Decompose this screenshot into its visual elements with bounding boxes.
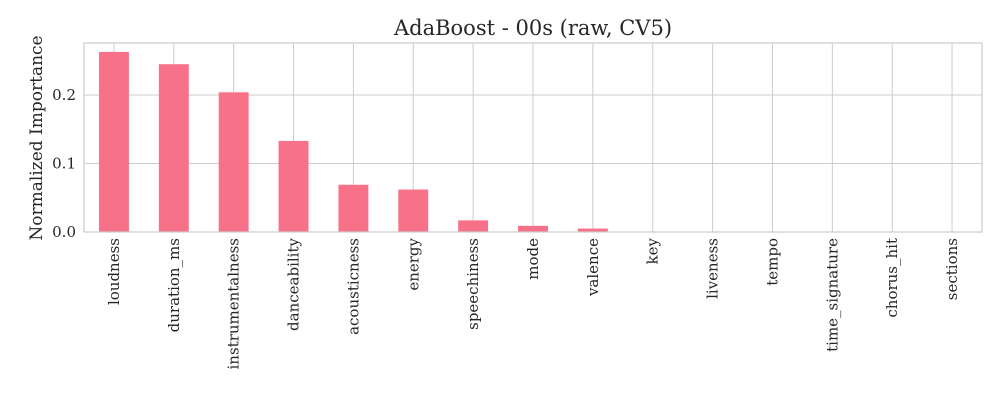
x-tick-label: mode [524, 238, 542, 280]
x-tick-label: chorus_hit [883, 238, 901, 318]
bar-energy [398, 189, 429, 232]
x-tick-label: time_signature [823, 238, 841, 352]
bar-loudness [98, 51, 129, 232]
x-tick-labels: loudness duration_ms instrumentalness dance… [105, 237, 961, 369]
y-axis-label: Normalized Importance [27, 35, 47, 240]
bar-series [98, 51, 608, 232]
x-tick-label: valence [584, 238, 602, 297]
x-tick-label: tempo [763, 238, 781, 286]
x-tick-label: instrumentalness [225, 238, 243, 369]
x-tick-label: sections [943, 238, 961, 300]
bar-speechiness [458, 220, 489, 232]
plot-frame [83, 42, 983, 233]
y-tick-label: 0.0 [52, 223, 76, 241]
y-tick-label: 0.1 [52, 155, 76, 173]
x-tick-label: loudness [105, 238, 123, 305]
x-tick-label: duration_ms [165, 238, 183, 332]
x-tick-label: energy [404, 237, 422, 290]
bar-valence [577, 228, 608, 232]
y-tick-labels: 0.0 0.1 0.2 [52, 86, 76, 241]
chart-title: AdaBoost - 00s (raw, CV5) [393, 16, 672, 40]
x-tick-label: speechiness [464, 238, 482, 330]
bar-instrumentalness [218, 92, 249, 232]
y-tick-label: 0.2 [52, 86, 76, 104]
x-tick-label: danceability [285, 237, 303, 330]
x-tick-label: key [644, 237, 662, 264]
bar-mode [518, 225, 548, 232]
x-tick-label: acousticness [344, 238, 362, 335]
bar-duration_ms [158, 64, 189, 232]
bar-danceability [278, 140, 309, 232]
bar-acousticness [338, 184, 369, 232]
x-tick-label: liveness [704, 238, 722, 299]
x-gridlines [113, 43, 953, 232]
